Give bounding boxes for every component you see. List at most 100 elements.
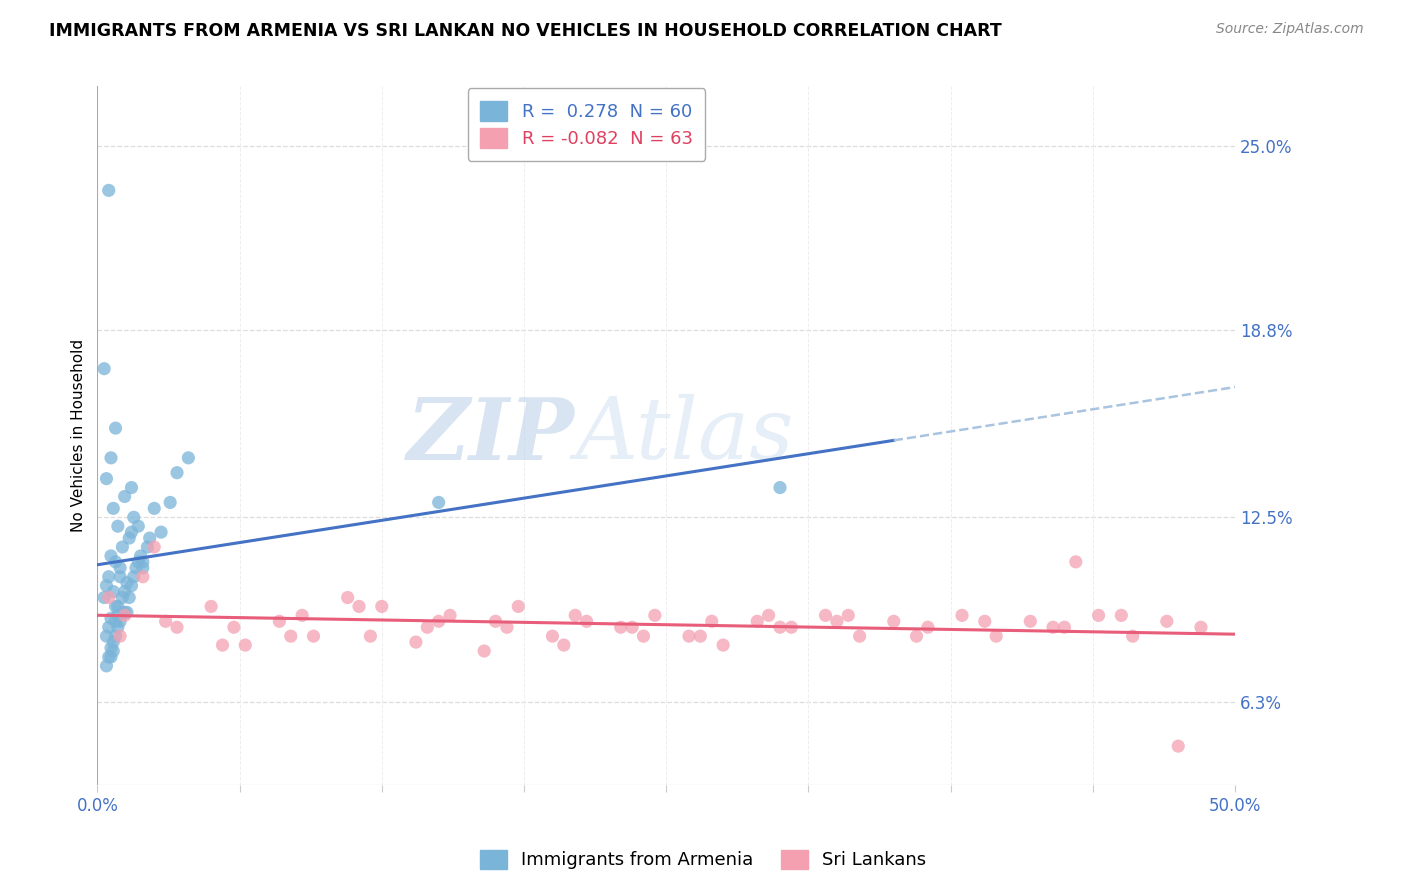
Point xyxy=(336,591,359,605)
Point xyxy=(93,591,115,605)
Point xyxy=(103,501,125,516)
Point xyxy=(633,629,655,643)
Point xyxy=(155,615,177,629)
Point xyxy=(122,510,145,524)
Point xyxy=(118,591,141,605)
Point xyxy=(472,644,495,658)
Point xyxy=(950,608,973,623)
Point xyxy=(107,519,129,533)
Point xyxy=(347,599,370,614)
Point xyxy=(825,615,848,629)
Point xyxy=(100,450,122,465)
Point xyxy=(1189,620,1212,634)
Point xyxy=(416,620,439,634)
Point xyxy=(114,606,136,620)
Point xyxy=(508,599,530,614)
Point xyxy=(575,615,598,629)
Point xyxy=(427,495,450,509)
Point xyxy=(114,584,136,599)
Point xyxy=(132,570,155,584)
Point xyxy=(143,501,166,516)
Point xyxy=(769,620,792,634)
Point xyxy=(439,608,461,623)
Point xyxy=(136,540,159,554)
Point xyxy=(496,620,519,634)
Point xyxy=(747,615,769,629)
Point xyxy=(138,531,160,545)
Legend: Immigrants from Armenia, Sri Lankans: Immigrants from Armenia, Sri Lankans xyxy=(471,840,935,879)
Point xyxy=(166,466,188,480)
Point xyxy=(973,615,995,629)
Point xyxy=(814,608,837,623)
Point xyxy=(103,635,125,649)
Point xyxy=(97,591,120,605)
Point xyxy=(103,644,125,658)
Point xyxy=(97,620,120,634)
Legend: R =  0.278  N = 60, R = -0.082  N = 63: R = 0.278 N = 60, R = -0.082 N = 63 xyxy=(468,88,706,161)
Point xyxy=(121,525,143,540)
Point xyxy=(233,638,256,652)
Point xyxy=(108,570,131,584)
Point xyxy=(108,561,131,575)
Point xyxy=(100,611,122,625)
Point xyxy=(883,615,905,629)
Point xyxy=(143,540,166,554)
Point xyxy=(1167,739,1189,753)
Point xyxy=(700,615,723,629)
Point xyxy=(848,629,870,643)
Point xyxy=(1042,620,1064,634)
Point xyxy=(104,421,127,435)
Point xyxy=(104,599,127,614)
Point xyxy=(280,629,302,643)
Point xyxy=(837,608,859,623)
Point xyxy=(100,650,122,665)
Point xyxy=(269,615,291,629)
Point xyxy=(427,615,450,629)
Point xyxy=(689,629,711,643)
Point xyxy=(100,641,122,656)
Point xyxy=(96,659,118,673)
Point xyxy=(917,620,939,634)
Text: IMMIGRANTS FROM ARMENIA VS SRI LANKAN NO VEHICLES IN HOUSEHOLD CORRELATION CHART: IMMIGRANTS FROM ARMENIA VS SRI LANKAN NO… xyxy=(49,22,1002,40)
Point xyxy=(758,608,780,623)
Point xyxy=(118,531,141,545)
Point xyxy=(108,615,131,629)
Point xyxy=(166,620,188,634)
Point xyxy=(621,620,644,634)
Point xyxy=(405,635,427,649)
Point xyxy=(609,620,631,634)
Point xyxy=(1111,608,1133,623)
Point xyxy=(111,540,134,554)
Point xyxy=(96,472,118,486)
Point xyxy=(553,638,575,652)
Point xyxy=(121,481,143,495)
Point xyxy=(1019,615,1042,629)
Point xyxy=(564,608,586,623)
Point xyxy=(1064,555,1087,569)
Point xyxy=(541,629,564,643)
Point xyxy=(121,579,143,593)
Point xyxy=(986,629,1008,643)
Point xyxy=(484,615,506,629)
Point xyxy=(114,490,136,504)
Point xyxy=(107,599,129,614)
Point xyxy=(111,591,134,605)
Point xyxy=(127,555,149,569)
Point xyxy=(291,608,314,623)
Point xyxy=(905,629,928,643)
Point xyxy=(780,620,803,634)
Point xyxy=(114,608,136,623)
Point xyxy=(122,570,145,584)
Point xyxy=(200,599,222,614)
Point xyxy=(1087,608,1109,623)
Point xyxy=(104,555,127,569)
Text: Atlas: Atlas xyxy=(575,394,794,477)
Point xyxy=(104,615,127,629)
Point xyxy=(222,620,245,634)
Point xyxy=(97,570,120,584)
Text: ZIP: ZIP xyxy=(408,393,575,477)
Point xyxy=(97,183,120,197)
Point xyxy=(103,584,125,599)
Point xyxy=(678,629,700,643)
Y-axis label: No Vehicles in Household: No Vehicles in Household xyxy=(72,339,86,533)
